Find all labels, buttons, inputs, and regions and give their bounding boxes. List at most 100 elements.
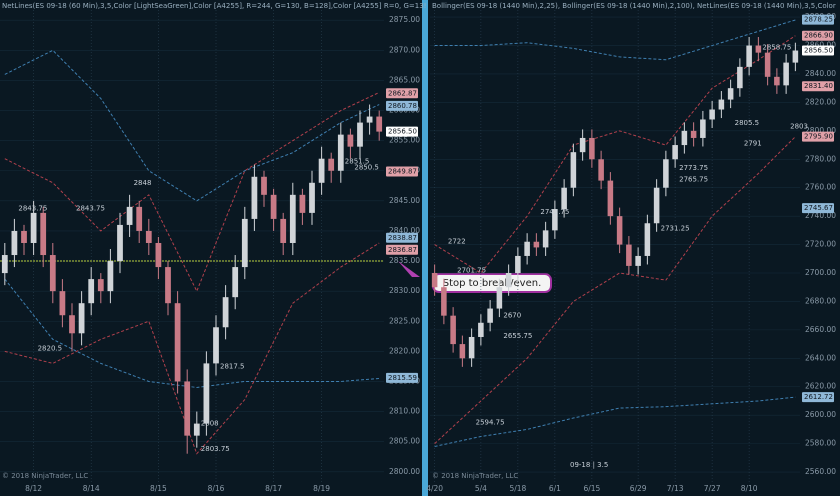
x-tick-label: 6/29 bbox=[630, 484, 647, 493]
candle-body bbox=[165, 267, 171, 304]
y-tick-label: 2820.00 bbox=[805, 97, 836, 106]
candle-body bbox=[376, 116, 383, 132]
candle-body bbox=[97, 279, 104, 292]
candle-body bbox=[280, 218, 287, 243]
price-marker-label: 2878.25 bbox=[804, 16, 833, 24]
instrument: 09-18 | 3.5 bbox=[570, 461, 608, 469]
bollinger-band bbox=[4, 242, 380, 455]
price-marker bbox=[802, 14, 834, 25]
price-note: 2808 bbox=[201, 420, 219, 428]
y-tick-label: 2875.00 bbox=[389, 15, 420, 24]
price-marker-label: 2795.90 bbox=[804, 133, 833, 141]
price-note: 2858.75 bbox=[762, 43, 791, 51]
price-marker-label: 2612.72 bbox=[804, 393, 833, 401]
y-tick-label: 2780.00 bbox=[805, 154, 836, 163]
bollinger-band bbox=[434, 396, 796, 447]
candle-body bbox=[746, 45, 752, 67]
bollinger-band bbox=[4, 278, 380, 388]
x-tick-label: 6/1 bbox=[549, 484, 561, 493]
y-tick-label: 2620.00 bbox=[805, 382, 836, 391]
candle-body bbox=[441, 287, 447, 316]
y-tick-label: 2720.00 bbox=[805, 240, 836, 249]
candle-body bbox=[737, 66, 743, 89]
bollinger-band bbox=[434, 136, 796, 444]
price-note: 2791 bbox=[744, 140, 762, 148]
price-marker bbox=[802, 30, 834, 41]
header: Bollinger(ES 09-18 (1440 Min),2,25), Bol… bbox=[432, 2, 836, 10]
x-tick-label: 6/15 bbox=[583, 484, 600, 493]
candle-body bbox=[270, 194, 277, 219]
candle-body bbox=[174, 303, 181, 382]
y-tick-label: 2760.00 bbox=[805, 183, 836, 192]
y-tick-label: 2800.00 bbox=[389, 467, 420, 476]
candle-body bbox=[496, 287, 503, 309]
x-tick-label: 5/4 bbox=[475, 484, 487, 493]
x-tick-label: 8/14 bbox=[83, 484, 100, 493]
candle-body bbox=[653, 187, 660, 224]
price-marker-label: 2856.50 bbox=[388, 128, 417, 136]
price-marker bbox=[386, 244, 418, 255]
candle-body bbox=[59, 291, 66, 316]
candle-body bbox=[117, 224, 123, 262]
price-marker bbox=[802, 45, 834, 56]
x-tick-label: 8/12 bbox=[25, 484, 42, 493]
price-marker-label: 2815.59 bbox=[388, 374, 417, 382]
price-note: 2742.75 bbox=[540, 208, 569, 216]
price-marker bbox=[802, 392, 834, 403]
candle-body bbox=[69, 315, 75, 334]
price-marker bbox=[386, 232, 418, 243]
price-note: 2817.5 bbox=[220, 362, 245, 370]
y-tick-label: 2580.00 bbox=[805, 439, 836, 448]
candle-body bbox=[505, 273, 512, 288]
candle-body bbox=[289, 194, 296, 243]
candle-body bbox=[251, 176, 258, 219]
candle-body bbox=[459, 344, 466, 359]
candle-body bbox=[478, 322, 484, 337]
candle-body bbox=[232, 267, 239, 298]
candle-body bbox=[30, 212, 37, 243]
x-tick-label: 8/10 bbox=[741, 484, 758, 493]
candle-body bbox=[78, 303, 85, 334]
y-tick-label: 2840.00 bbox=[805, 69, 836, 78]
y-tick-label: 2805.00 bbox=[389, 437, 420, 446]
candle-body bbox=[672, 145, 678, 160]
candle-body bbox=[542, 230, 549, 248]
y-tick-label: 2640.00 bbox=[805, 353, 836, 362]
x-tick-label: 7/13 bbox=[667, 484, 684, 493]
candle-body bbox=[357, 122, 363, 147]
y-tick-label: 2600.00 bbox=[805, 410, 836, 419]
price-marker bbox=[386, 126, 418, 137]
price-note: 2655.75 bbox=[503, 332, 532, 340]
x-tick-label: 8/15 bbox=[150, 484, 167, 493]
candle-body bbox=[626, 244, 632, 266]
candle-body bbox=[598, 159, 604, 181]
candle-body bbox=[792, 50, 799, 63]
price-note: 2722 bbox=[448, 238, 466, 246]
price-marker bbox=[386, 100, 418, 111]
candle-body bbox=[241, 218, 248, 268]
price-note: 2803 bbox=[790, 123, 808, 131]
candle-body bbox=[552, 209, 558, 231]
candle-body bbox=[88, 279, 95, 304]
price-note: 2850.5 bbox=[354, 164, 379, 172]
candle-body bbox=[700, 119, 706, 138]
x-tick-label: 7/27 bbox=[704, 484, 721, 493]
price-note: 2765.75 bbox=[679, 176, 708, 184]
candle-body bbox=[126, 206, 133, 225]
candle-body bbox=[1, 255, 8, 274]
candle-body bbox=[755, 45, 762, 53]
price-marker-label: 2866.90 bbox=[804, 32, 833, 40]
candle-body bbox=[222, 297, 229, 328]
header: NetLines(ES 09-18 (60 Min),3,5,Color [Li… bbox=[2, 2, 426, 10]
price-marker bbox=[386, 372, 418, 383]
price-note: 2805.5 bbox=[735, 119, 760, 127]
price-marker-label: 2856.50 bbox=[804, 47, 833, 55]
candle-body bbox=[213, 327, 219, 364]
candle-body bbox=[468, 336, 475, 359]
candle-body bbox=[561, 187, 567, 210]
y-tick-label: 2825.00 bbox=[389, 316, 420, 325]
candle-body bbox=[107, 261, 114, 292]
price-note: 2843.75 bbox=[76, 204, 105, 212]
candle-body bbox=[663, 159, 669, 188]
